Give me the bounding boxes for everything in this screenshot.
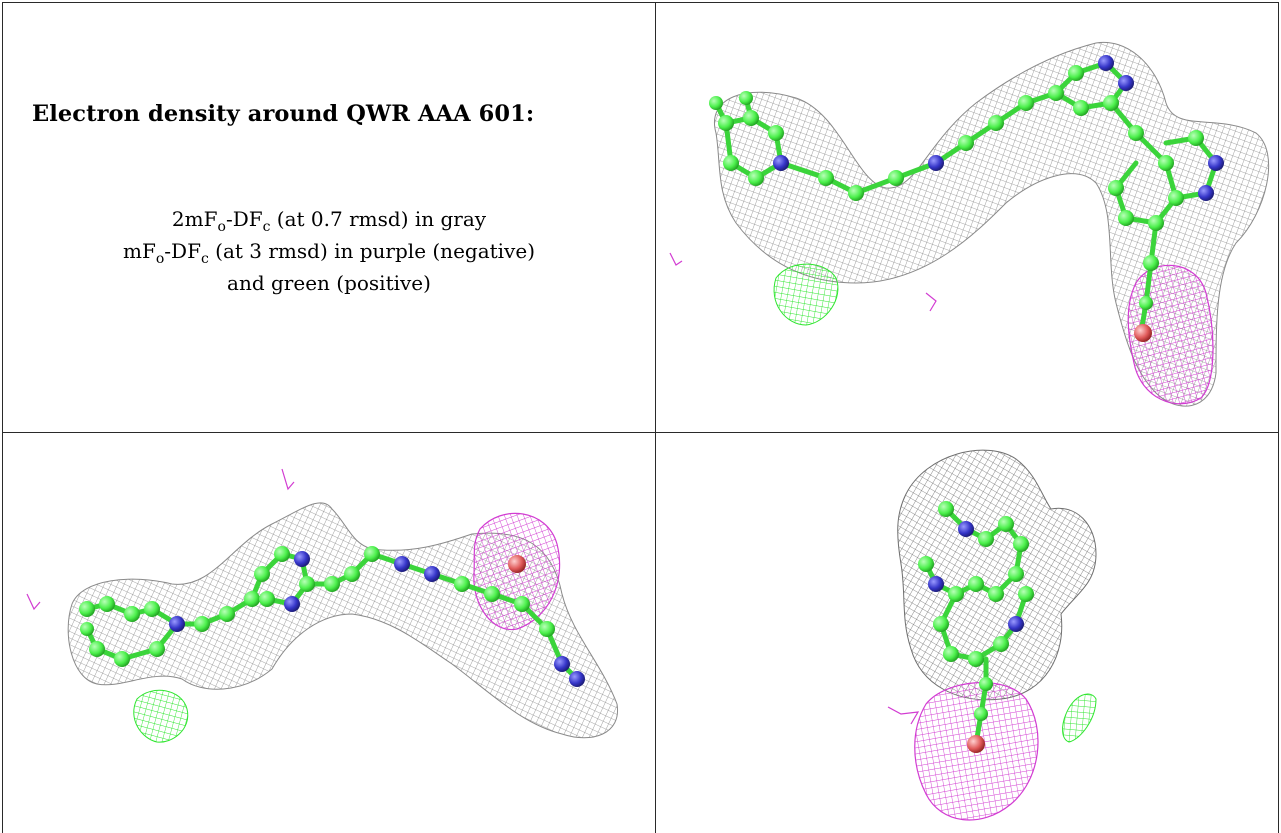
ligand-atoms: [709, 55, 1224, 342]
legend-line-mfo: mFo-DFc (at 3 rmsd) in purple (negative): [4, 235, 654, 267]
legend-line1-prefix: 2mF: [171, 207, 218, 231]
table-border-left: [2, 2, 3, 833]
ligand-atoms: [79, 546, 585, 687]
legend-line1-suffix: (at 0.7 rmsd) in gray: [270, 207, 487, 231]
figure-title: Electron density around QWR AAA 601:: [32, 101, 535, 127]
stray-purple-mark: [887, 706, 920, 725]
table-border-top: [2, 2, 1279, 3]
green-positive-density-mesh: [1062, 693, 1097, 743]
density-view-top-right: [656, 3, 1278, 432]
green-positive-density-mesh: [773, 263, 839, 326]
density-view-bottom-right: [656, 434, 1278, 833]
caption-cell: Electron density around QWR AAA 601: 2mF…: [2, 3, 655, 432]
table-divider-vertical: [655, 2, 656, 833]
legend-line-2mfo: 2mFo-DFc (at 0.7 rmsd) in gray: [4, 203, 654, 235]
legend-line1-sub-c: c: [262, 219, 271, 235]
table-border-right: [1278, 2, 1279, 833]
density-mesh-image-1: [669, 41, 1270, 407]
gray-density-mesh-outer: [897, 449, 1097, 701]
density-view-bottom-left: [2, 434, 655, 833]
table-divider-horizontal: [2, 432, 1279, 433]
density-mesh-image-2: [26, 468, 618, 743]
legend-line2-mid: -DF: [164, 239, 201, 263]
legend-line2-sub-o: o: [155, 251, 165, 267]
legend-line2-sub-c: c: [200, 251, 209, 267]
legend-line1-sub-o: o: [217, 219, 226, 235]
ligand-atoms: [918, 501, 1034, 753]
legend-line1-mid: -DF: [225, 207, 263, 231]
stray-purple-mark-1: [26, 593, 41, 611]
stray-purple-mark-1: [669, 252, 683, 266]
legend-line2-prefix: mF: [123, 239, 156, 263]
legend-line-green: and green (positive): [227, 271, 431, 295]
figure-legend: 2mFo-DFc (at 0.7 rmsd) in gray mFo-DFc (…: [4, 203, 654, 299]
green-positive-density-mesh: [133, 689, 189, 743]
stray-purple-mark-2: [281, 468, 295, 491]
stray-purple-mark-2: [925, 292, 937, 312]
density-mesh-image-3: [887, 449, 1097, 821]
legend-line2-suffix: (at 3 rmsd) in purple (negative): [208, 239, 535, 263]
